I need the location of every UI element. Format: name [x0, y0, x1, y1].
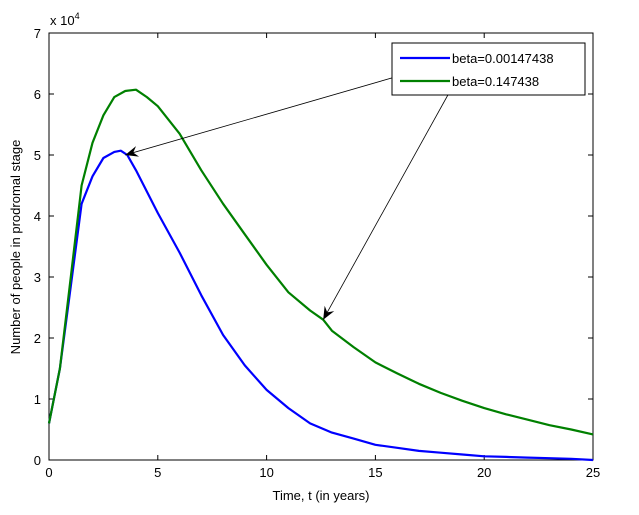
y-tick-label: 3 [34, 270, 41, 285]
y-tick-label: 6 [34, 87, 41, 102]
legend-label-0: beta=0.00147438 [452, 51, 554, 66]
annotation-arrowhead [323, 305, 335, 320]
x-tick-label: 20 [477, 465, 491, 480]
y-tick-label: 1 [34, 392, 41, 407]
x-tick-label: 5 [154, 465, 161, 480]
series-line-1 [47, 88, 594, 436]
plot-area [48, 32, 594, 461]
series-line-0 [47, 149, 594, 462]
annotation-arrow-line [322, 83, 455, 320]
legend-label-1: beta=0.147438 [452, 74, 539, 89]
y-tick-label: 4 [34, 209, 41, 224]
y-tick-label: 7 [34, 26, 41, 41]
x-tick-label: 15 [368, 465, 382, 480]
y-multiplier: x 104 [50, 11, 80, 28]
x-axis-label: Time, t (in years) [272, 488, 369, 503]
legend-box [391, 42, 586, 96]
x-tick-label: 25 [586, 465, 600, 480]
y-tick-label: 5 [34, 148, 41, 163]
y-axis-label: Number of people in prodromal stage [8, 140, 23, 355]
y-tick-label: 0 [34, 453, 41, 468]
y-tick-label: 2 [34, 331, 41, 346]
x-tick-label: 0 [45, 465, 52, 480]
x-tick-label: 10 [259, 465, 273, 480]
annotation-arrowhead [125, 146, 140, 157]
